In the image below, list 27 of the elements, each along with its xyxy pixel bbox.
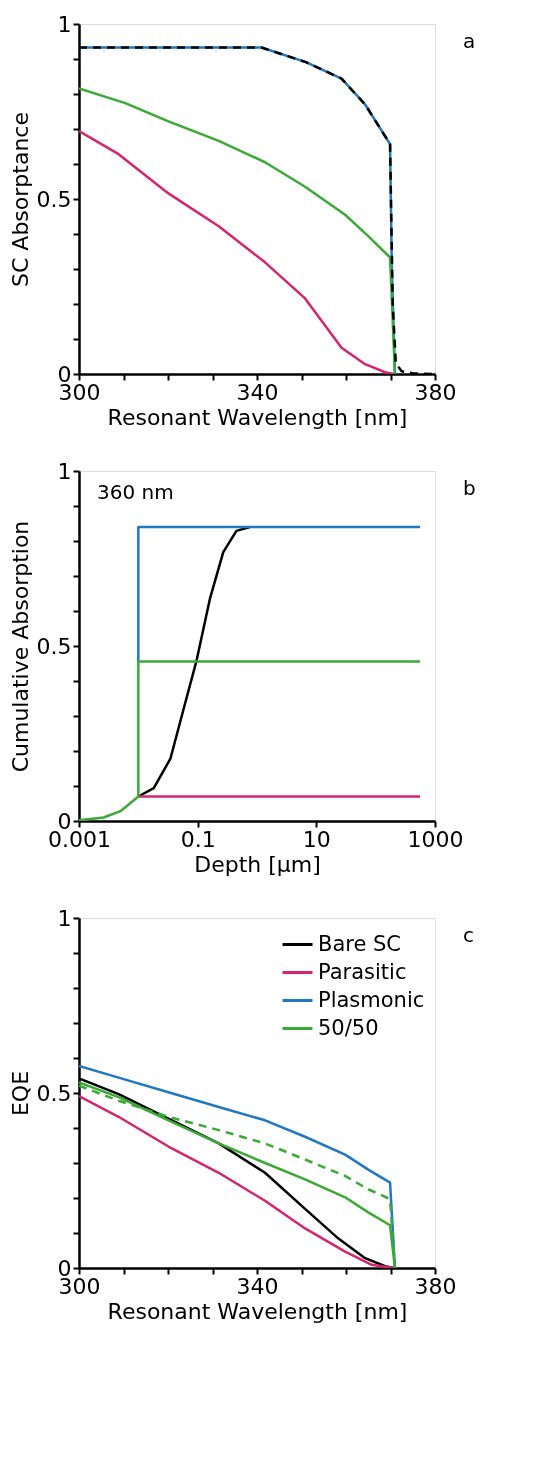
x-axis-title: Depth [μm] (194, 851, 321, 877)
y-tick-label: 0.5 (36, 186, 72, 212)
y-axis-title: SC Absorptance (7, 112, 33, 287)
y-tick-label: 0.5 (36, 1080, 72, 1106)
y-tick-label: 1 (57, 458, 72, 484)
legend-label: Bare SC (318, 931, 402, 956)
y-axis-title: EQE (7, 1070, 33, 1117)
x-tick-label: 380 (414, 379, 457, 405)
x-axis-title: Resonant Wavelength [nm] (107, 404, 408, 430)
text: b (463, 476, 476, 500)
x-tick-label: 340 (236, 379, 279, 405)
x-tick-label: 1000 (407, 826, 464, 852)
x-tick-label: 10 (302, 826, 331, 852)
x-axis-title: Resonant Wavelength [nm] (107, 1298, 408, 1324)
y-tick-label: 0.5 (36, 633, 72, 659)
x-tick-label: 340 (236, 1273, 279, 1299)
annotation: 360 nm (97, 480, 174, 504)
y-tick-label: 1 (57, 905, 72, 931)
y-axis-title: Cumulative Absorption (7, 520, 33, 773)
legend-label: Plasmonic (318, 987, 425, 1012)
x-tick-label: 380 (414, 1273, 457, 1299)
text: a (463, 29, 476, 53)
text: c (463, 923, 474, 947)
x-tick-label: 0.1 (180, 826, 216, 852)
legend-label: Parasitic (318, 959, 407, 984)
legend-label: 50/50 (318, 1015, 379, 1040)
y-tick-label: 1 (57, 11, 72, 37)
